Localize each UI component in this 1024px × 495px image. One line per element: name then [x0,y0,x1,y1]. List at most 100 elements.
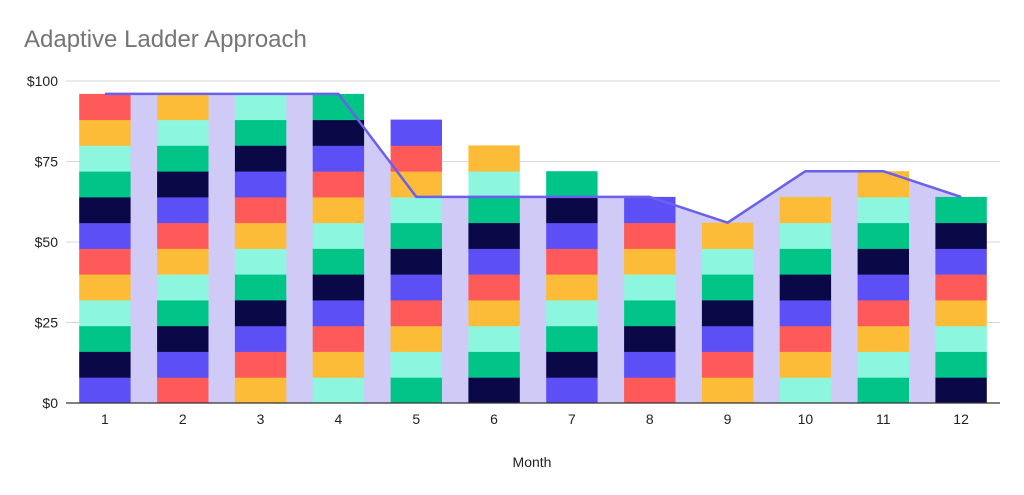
bar-segment [157,119,209,146]
bar-segment [234,119,287,146]
bar-segment [624,222,676,249]
bar-segment [234,300,287,327]
bar-segment [234,248,287,275]
bar-segment [935,351,987,378]
bar-segment [390,351,442,378]
x-tick-label: 7 [568,411,576,427]
bar-segment [857,196,909,224]
bar-segment [546,325,598,352]
bar-segment [779,222,832,249]
x-tick-label: 6 [490,411,498,427]
bar-segment [79,248,131,275]
bar-segment [701,222,754,249]
bar-segment [779,196,832,224]
bar-segment [546,377,598,404]
bar-segment [546,274,598,301]
bar-segment [312,248,365,275]
x-tick-label: 11 [876,411,891,427]
bar-segment [468,377,520,404]
bar-segment [546,300,598,327]
chart-title: Adaptive Ladder Approach [24,26,307,53]
bar-segment [390,274,442,301]
bar-segment [79,93,131,121]
bar-segment [468,222,520,249]
bar-segment [701,300,754,327]
bar-segment [157,145,209,172]
bar-segment [857,377,909,404]
bar-segment [624,351,676,378]
bar-segment [624,325,676,352]
bar-segment [312,196,365,224]
bar-segment [157,93,209,121]
bar-segment [468,171,520,198]
bar-segment [468,325,520,352]
bar-segment [935,300,987,327]
bar-segment [234,222,287,249]
bar-segment [157,325,209,352]
bar-segment [157,351,209,378]
bar-segment [79,274,131,301]
bar-segment [79,377,131,404]
bar-segment [312,119,365,146]
bar-segment [468,351,520,378]
bar-segment [468,196,520,224]
x-tick-label: 8 [646,411,654,427]
bar-segment [624,377,676,404]
bar-segment [779,274,832,301]
bar-segment [157,377,209,404]
bar-segment [779,325,832,352]
bar-segment [701,351,754,378]
bar-segment [857,171,909,198]
bar-segment [624,196,676,224]
x-axis-label: Month [513,454,552,470]
bar-segment [234,145,287,172]
bar-segment [701,274,754,301]
x-tick-label: 9 [724,411,732,427]
bar-segment [157,222,209,249]
bar-segment [857,351,909,378]
bar-segment [234,351,287,378]
bar-segment [79,300,131,327]
bar-segment [857,222,909,249]
x-tick-label: 12 [953,411,969,427]
bar-segment [79,351,131,378]
bar-segment [157,196,209,224]
y-tick-label: $75 [35,154,59,170]
stacked-bars [79,93,987,404]
y-tick-label: $50 [35,234,59,250]
bar-segment [779,351,832,378]
bar-segment [546,222,598,249]
bar-segment [390,325,442,352]
bar-segment [624,248,676,275]
bar-segment [79,119,131,146]
bar-segment [312,222,365,249]
bar-segment [312,274,365,301]
y-tick-label: $0 [42,395,58,411]
bar-segment [312,145,365,172]
bar-segment [234,171,287,198]
x-tick-label: 10 [798,411,814,427]
bar-segment [312,377,365,404]
bar-segment [935,248,987,275]
bar-segment [701,377,754,404]
bar-segment [79,325,131,352]
bar-segment [935,325,987,352]
bar-segment [390,196,442,224]
bar-segment [312,325,365,352]
bar-segment [857,248,909,275]
bar-segment [390,119,442,146]
bar-segment [234,196,287,224]
bar-segment [468,145,520,172]
line-area-fill [104,93,962,404]
bar-segment [390,377,442,404]
bar-segment [935,222,987,249]
bar-segment [546,248,598,275]
line-series [104,92,962,224]
bar-segment [157,171,209,198]
x-tick-label: 4 [335,411,343,427]
bar-segment [79,222,131,249]
x-tick-label: 2 [179,411,187,427]
bar-segment [624,300,676,327]
bar-segment [390,300,442,327]
